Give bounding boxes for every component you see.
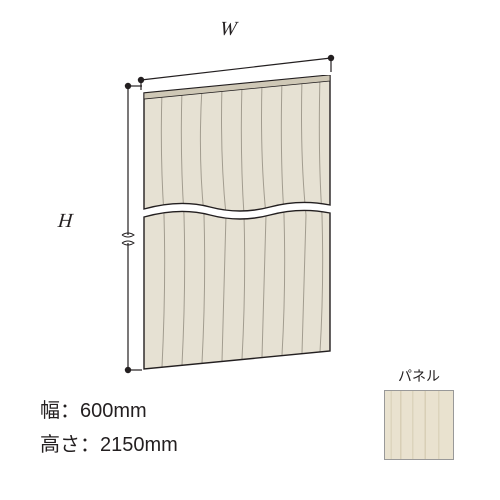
- width-value: 600mm: [80, 400, 147, 422]
- sep: ：: [80, 434, 100, 456]
- swatch-label: パネル: [383, 366, 455, 386]
- height-key: 高さ: [40, 434, 80, 456]
- width-readout: 幅：600mm: [40, 394, 178, 428]
- wood-swatch: [384, 390, 454, 460]
- height-symbol: H: [57, 210, 73, 233]
- dimension-diagram: [80, 30, 360, 390]
- sep: ：: [60, 400, 80, 422]
- dimension-readout: 幅：600mm 高さ：2150mm: [40, 394, 178, 462]
- panel-body: [140, 75, 330, 355]
- material-swatch-block: パネル: [383, 366, 455, 460]
- height-readout: 高さ：2150mm: [40, 428, 178, 462]
- width-key: 幅: [40, 400, 60, 422]
- width-symbol: W: [219, 18, 238, 41]
- height-value: 2150mm: [100, 434, 178, 456]
